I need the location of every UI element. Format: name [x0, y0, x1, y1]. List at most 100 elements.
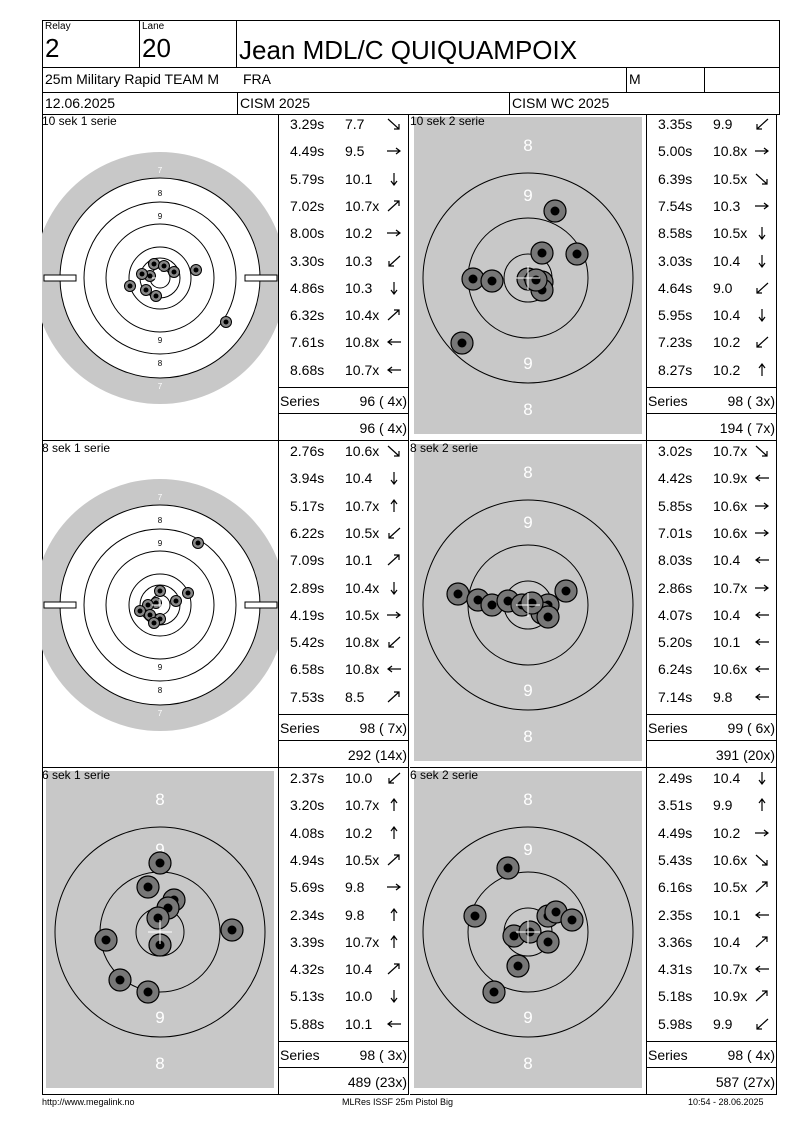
series-label: Series [280, 720, 320, 736]
direction-arrow-icon [758, 227, 766, 241]
footer-url[interactable]: http://www.megalink.no [42, 1097, 135, 1107]
shot-score: 10.8x [345, 634, 380, 651]
shot-time: 4.49s [658, 824, 693, 841]
target-diagram: 5 6 7 8 9 9 8 7 6 5 [42, 445, 278, 766]
ring-number: 9 [155, 840, 164, 859]
shot-score: 10.1 [345, 1015, 373, 1032]
series-title: 8 sek 1 serie [42, 441, 111, 455]
shot-row: 4.07s 10.4 [647, 605, 776, 632]
shot-score: 10.4 [713, 606, 741, 623]
series-label: Series [280, 1047, 320, 1063]
running-total-row: 587 (27x) [647, 1067, 776, 1094]
shot-time: 7.02s [290, 197, 325, 214]
shot-row: 2.35s 10.1 [647, 905, 776, 932]
direction-arrow-icon [387, 445, 400, 457]
shot-hole [536, 930, 560, 954]
shot-row: 6.16s 10.5x [647, 877, 776, 904]
target-panel: 8 sek 1 serie 5 6 7 8 9 9 8 7 6 5 [42, 441, 279, 768]
series-title: 10 sek 1 serie [42, 114, 117, 128]
shot-row: 4.86s 10.3 [279, 278, 408, 305]
header-name-cell: Jean MDL/C QUIQUAMPOIX [236, 20, 780, 68]
shot-time: 3.36s [658, 933, 693, 950]
target-panel: 6 sek 1 serie 8 9 9 8 [42, 768, 279, 1095]
direction-arrow-icon [387, 338, 401, 346]
direction-arrow-icon [755, 173, 768, 185]
shot-list: 3.29s 7.7 4.49s 9.5 5.79s 10.1 7.02s 10.7x 8.00s… [279, 114, 409, 441]
ring-number: 8 [155, 790, 164, 809]
direction-arrow-icon [756, 1018, 769, 1030]
running-total: 489 (23x) [347, 1074, 407, 1090]
direction-arrow-icon [387, 118, 400, 130]
direction-arrow-icon [387, 1020, 401, 1028]
shot-time: 4.31s [658, 961, 693, 978]
shot-score: 10.2 [345, 824, 373, 841]
shot-time: 8.58s [658, 225, 693, 242]
shot-row: 2.89s 10.4x [279, 578, 408, 605]
direction-arrow-icon [387, 854, 400, 866]
direction-arrow-icon [758, 362, 766, 376]
shot-time: 4.08s [290, 824, 325, 841]
shot-row: 7.61s 10.8x [279, 332, 408, 359]
series-total: 98 ( 4x) [727, 1047, 775, 1063]
footer-timestamp: 10:54 - 28.06.2025 [688, 1097, 764, 1107]
shot-row: 3.29s 7.7 [279, 114, 408, 141]
shot-hole [148, 258, 160, 270]
shot-time: 4.19s [290, 606, 325, 623]
shot-time: 7.09s [290, 552, 325, 569]
direction-arrow-icon [387, 309, 400, 321]
direction-arrow-icon [755, 911, 769, 918]
shot-score: 10.1 [713, 906, 741, 923]
shot-hole [136, 268, 148, 280]
gender-divider-2 [704, 68, 705, 92]
running-total: 587 (27x) [715, 1074, 775, 1090]
shot-row: 4.32s 10.4 [279, 959, 408, 986]
shot-row: 4.49s 9.5 [279, 141, 408, 168]
shot-time: 5.98s [658, 1015, 693, 1032]
ring-number: 9 [158, 663, 163, 672]
shot-list: 2.37s 10.0 3.20s 10.7x 4.08s 10.2 4.94s 10.5x 5.… [279, 768, 409, 1095]
direction-arrow-icon [387, 611, 401, 619]
shot-time: 4.42s [658, 470, 693, 487]
shot-row: 3.36s 10.4 [647, 932, 776, 959]
shot-row: 2.37s 10.0 [279, 768, 408, 795]
shot-time: 7.54s [658, 197, 693, 214]
shot-row: 5.43s 10.6x [647, 850, 776, 877]
shot-hole [536, 605, 560, 629]
center-cross [516, 920, 540, 944]
series-label: Series [648, 1047, 688, 1063]
shot-hole [108, 968, 132, 992]
direction-arrow-icon [758, 254, 766, 268]
shot-hole [530, 241, 554, 265]
direction-arrow-icon [387, 883, 401, 891]
target-diagram: 8 9 9 8 [414, 771, 642, 1088]
shot-score: 10.4x [345, 579, 380, 596]
shot-row: 5.20s 10.1 [647, 632, 776, 659]
shot-score: 9.8 [713, 688, 733, 705]
shot-time: 6.39s [658, 170, 693, 187]
shot-time: 8.03s [658, 552, 693, 569]
shot-hole [496, 856, 520, 880]
ring-number: 8 [523, 727, 532, 746]
direction-arrow-icon [387, 366, 401, 374]
shot-row: 7.54s 10.3 [647, 196, 776, 223]
shot-time: 7.23s [658, 334, 693, 351]
direction-arrow-icon [755, 556, 769, 564]
shot-time: 2.49s [658, 770, 693, 786]
ring-number: 6 [158, 406, 163, 415]
shot-hole [154, 585, 166, 597]
shot-score: 10.4 [713, 552, 741, 569]
target-panel: 8 sek 2 serie 8 9 9 8 [410, 441, 647, 768]
gender: M [629, 71, 641, 87]
direction-arrow-icon [388, 636, 401, 648]
shot-hole [124, 280, 136, 292]
header-event-row: 25m Military Rapid TEAM M FRA M [42, 67, 780, 93]
shot-row: 4.31s 10.7x [647, 959, 776, 986]
shot-hole [192, 537, 204, 549]
shot-time: 7.61s [290, 334, 325, 351]
shot-score: 10.6x [713, 524, 748, 541]
shot-row: 8.03s 10.4 [647, 550, 776, 577]
shot-time: 5.17s [290, 497, 325, 514]
shot-row: 5.85s 10.6x [647, 496, 776, 523]
shot-time: 4.86s [290, 279, 325, 296]
shot-score: 10.5x [713, 879, 748, 896]
